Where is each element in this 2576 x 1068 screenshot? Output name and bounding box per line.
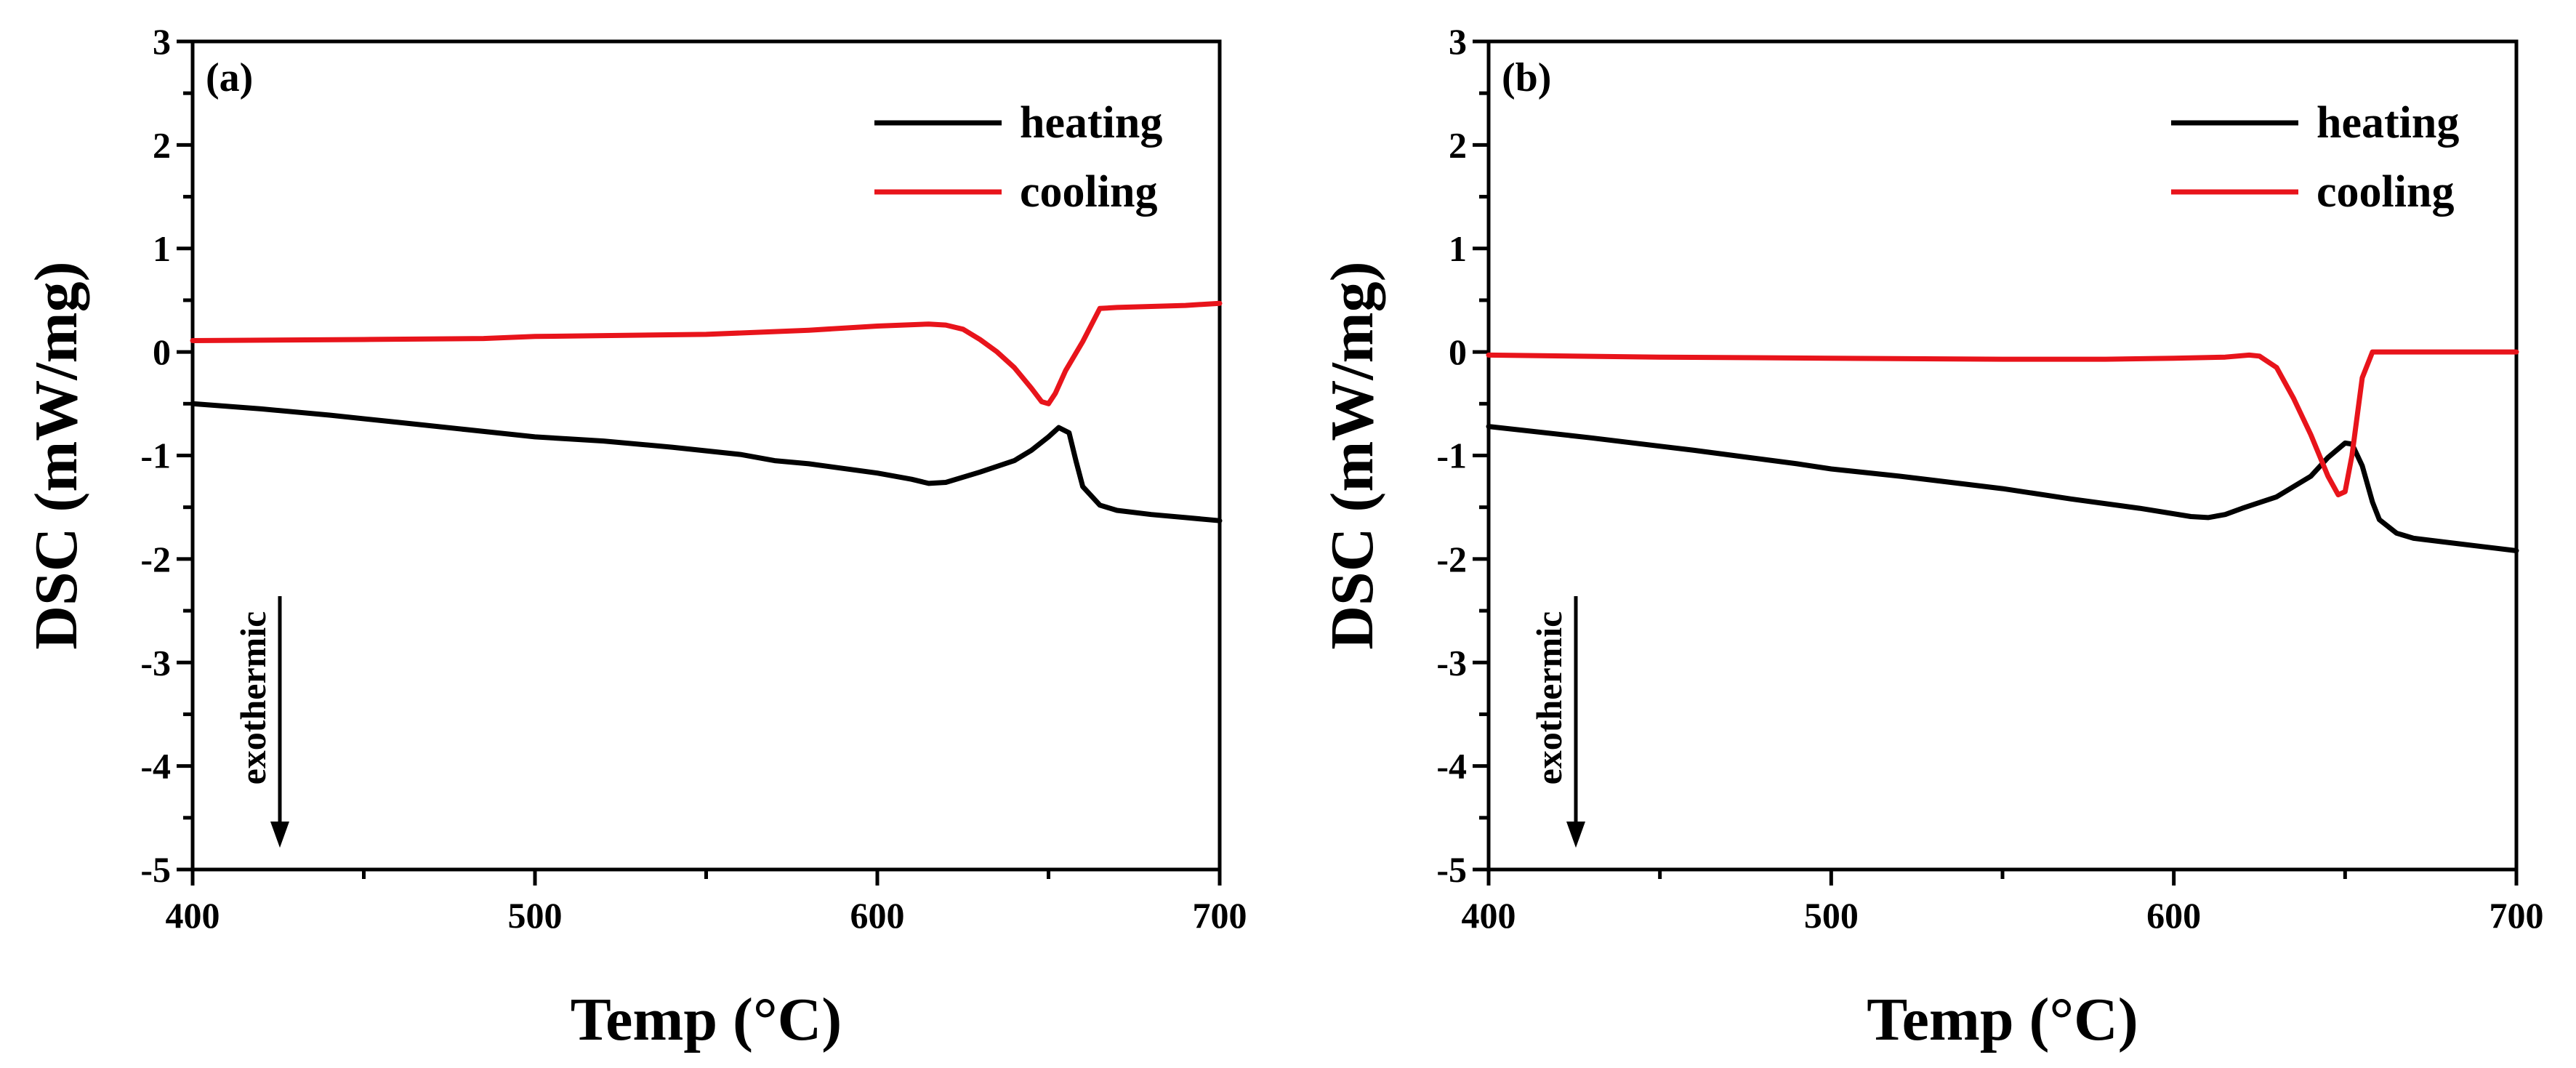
y-tick-label: 2 xyxy=(1449,124,1467,165)
y-axis-title: DSC (mW/mg) xyxy=(1319,261,1386,649)
legend-label-heating: heating xyxy=(2317,98,2459,148)
x-tick-label: 500 xyxy=(508,895,563,936)
y-tick-label: 3 xyxy=(1449,21,1467,62)
y-tick-label: -4 xyxy=(1436,746,1467,787)
y-tick-label: 1 xyxy=(153,228,171,269)
series-line-cooling xyxy=(1486,349,2519,498)
exothermic-arrow-head xyxy=(1566,822,1585,848)
x-tick-label: 600 xyxy=(2146,895,2201,936)
series-line-cooling xyxy=(190,300,1223,406)
exothermic-annotation: exothermic xyxy=(1529,611,1569,785)
x-tick-label: 600 xyxy=(850,895,905,936)
x-tick-label: 400 xyxy=(1462,895,1516,936)
y-tick-label: -1 xyxy=(1436,435,1467,476)
chart-panel-a: 400 500 600 700 -5 -4 -3 -2 -1 0 1 2 3 Temp (°C) DSC (… xyxy=(23,21,1247,1053)
y-tick-label: -2 xyxy=(140,539,171,579)
plot-frame xyxy=(190,39,1222,872)
legend-label-heating: heating xyxy=(1020,98,1162,148)
x-axis-title: Temp (°C) xyxy=(571,986,842,1053)
exothermic-annotation: exothermic xyxy=(233,611,273,785)
x-tick-label: 400 xyxy=(166,895,220,936)
y-tick-label: -4 xyxy=(140,746,171,787)
x-tick-label: 500 xyxy=(1804,895,1859,936)
y-tick-label: 0 xyxy=(1449,332,1467,372)
series-line-heating xyxy=(190,401,1223,523)
series-line-heating xyxy=(1486,424,2519,553)
legend-label-cooling: cooling xyxy=(2317,167,2454,217)
panel-label: (b) xyxy=(1502,55,1551,100)
y-tick-label: 3 xyxy=(153,21,171,62)
y-tick-label: -5 xyxy=(140,849,171,890)
y-tick-label: -3 xyxy=(1436,642,1467,683)
y-tick-label: 1 xyxy=(1449,228,1467,269)
y-tick-label: 0 xyxy=(153,332,171,372)
plot-frame xyxy=(1486,39,2519,872)
x-tick-label: 700 xyxy=(1193,895,1247,936)
y-tick-label: 2 xyxy=(153,124,171,165)
y-tick-label: -5 xyxy=(1436,849,1467,890)
x-axis-title: Temp (°C) xyxy=(1867,986,2138,1053)
y-axis-title: DSC (mW/mg) xyxy=(23,261,90,649)
y-tick-label: -3 xyxy=(140,642,171,683)
y-tick-label: -2 xyxy=(1436,539,1467,579)
chart-panel-b: 400 500 600 700 -5 -4 -3 -2 -1 0 1 2 3 Temp (°C) DSC (… xyxy=(1319,21,2544,1053)
legend-label-cooling: cooling xyxy=(1020,167,1157,217)
exothermic-arrow-head xyxy=(270,822,289,848)
panel-label: (a) xyxy=(206,55,253,100)
y-tick-label: -1 xyxy=(140,435,171,476)
x-tick-label: 700 xyxy=(2490,895,2544,936)
